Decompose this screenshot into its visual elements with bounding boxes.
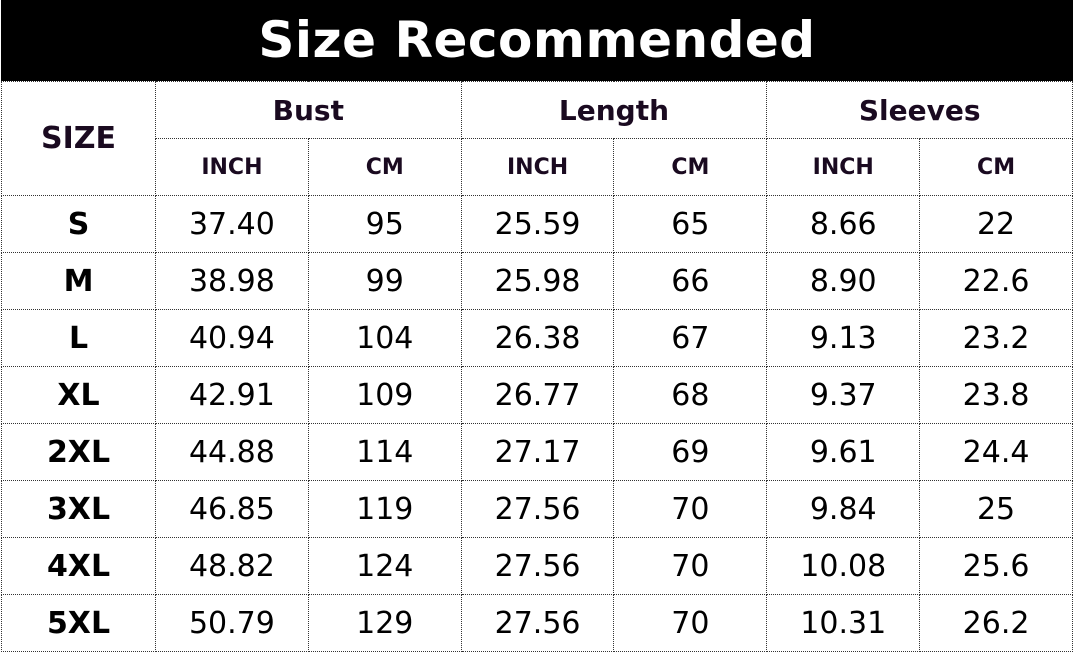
cell-sleeves-inch: 9.37 [766,366,921,424]
cell-length-inch: 27.56 [460,537,615,595]
cell-sleeves-inch: 9.13 [766,309,921,367]
table-row: 3XL 46.85 119 27.56 70 9.84 25 [1,480,1073,538]
table-row: 2XL 44.88 114 27.17 69 9.61 24.4 [1,423,1073,481]
cell-sleeves-cm: 25.6 [919,537,1073,595]
cell-size: 4XL [1,537,156,595]
header-row-groups: SIZE Bust Length Sleeves [1,81,1073,196]
cell-bust-cm: 119 [307,480,462,538]
cell-size: S [1,195,156,253]
cell-sleeves-inch: 9.84 [766,480,921,538]
cell-sleeves-cm: 22.6 [919,252,1073,310]
cell-sleeves-cm: 25 [919,480,1073,538]
cell-length-inch: 27.56 [460,594,615,652]
cell-size: 3XL [1,480,156,538]
cell-length-cm: 66 [613,252,768,310]
cell-sleeves-inch: 10.31 [766,594,921,652]
cell-bust-inch: 44.88 [155,423,309,481]
cell-bust-inch: 48.82 [155,537,309,595]
cell-sleeves-inch: 8.66 [766,195,921,253]
cell-length-inch: 26.38 [460,309,615,367]
header-row-units: INCH CM INCH CM INCH CM [2,138,1073,196]
cell-length-inch: 25.59 [460,195,615,253]
cell-bust-cm: 99 [307,252,462,310]
cell-size: L [1,309,156,367]
unit-header: CM [307,138,462,196]
cell-bust-cm: 104 [307,309,462,367]
cell-length-cm: 68 [613,366,768,424]
cell-sleeves-cm: 23.2 [919,309,1073,367]
bust-header: Bust [155,81,462,139]
cell-size: M [1,252,156,310]
cell-sleeves-inch: 9.61 [766,423,921,481]
cell-bust-inch: 38.98 [155,252,309,310]
cell-sleeves-cm: 24.4 [919,423,1073,481]
cell-length-inch: 26.77 [460,366,615,424]
cell-size: XL [1,366,156,424]
unit-header: INCH [766,138,921,196]
size-table: SIZE Bust Length Sleeves INCH CM INCH CM… [1,81,1073,652]
size-header: SIZE [1,81,156,196]
cell-bust-inch: 42.91 [155,366,309,424]
cell-bust-cm: 124 [307,537,462,595]
cell-length-inch: 27.17 [460,423,615,481]
table-row: M 38.98 99 25.98 66 8.90 22.6 [1,252,1073,310]
cell-size: 2XL [1,423,156,481]
cell-sleeves-inch: 10.08 [766,537,921,595]
cell-bust-cm: 129 [307,594,462,652]
unit-header: INCH [460,138,615,196]
cell-length-inch: 25.98 [460,252,615,310]
cell-length-cm: 69 [613,423,768,481]
cell-bust-cm: 114 [307,423,462,481]
unit-header: CM [613,138,768,196]
cell-bust-inch: 37.40 [155,195,309,253]
cell-sleeves-cm: 23.8 [919,366,1073,424]
unit-header: CM [919,138,1073,196]
cell-bust-inch: 46.85 [155,480,309,538]
table-row: 5XL 50.79 129 27.56 70 10.31 26.2 [1,594,1073,652]
sleeves-header: Sleeves [766,81,1073,139]
table-row: XL 42.91 109 26.77 68 9.37 23.8 [1,366,1073,424]
cell-length-cm: 65 [613,195,768,253]
cell-length-cm: 67 [613,309,768,367]
cell-bust-inch: 40.94 [155,309,309,367]
cell-sleeves-cm: 22 [919,195,1073,253]
length-header: Length [460,81,768,139]
cell-length-cm: 70 [613,480,768,538]
cell-length-cm: 70 [613,537,768,595]
cell-length-cm: 70 [613,594,768,652]
unit-header: INCH [155,138,309,196]
cell-bust-cm: 109 [307,366,462,424]
table-row: S 37.40 95 25.59 65 8.66 22 [1,195,1073,253]
cell-length-inch: 27.56 [460,480,615,538]
table-row: L 40.94 104 26.38 67 9.13 23.2 [1,309,1073,367]
cell-sleeves-inch: 8.90 [766,252,921,310]
table-row: 4XL 48.82 124 27.56 70 10.08 25.6 [1,537,1073,595]
cell-sleeves-cm: 26.2 [919,594,1073,652]
cell-bust-cm: 95 [307,195,462,253]
cell-size: 5XL [1,594,156,652]
chart-title: Size Recommended [1,0,1073,81]
cell-bust-inch: 50.79 [155,594,309,652]
